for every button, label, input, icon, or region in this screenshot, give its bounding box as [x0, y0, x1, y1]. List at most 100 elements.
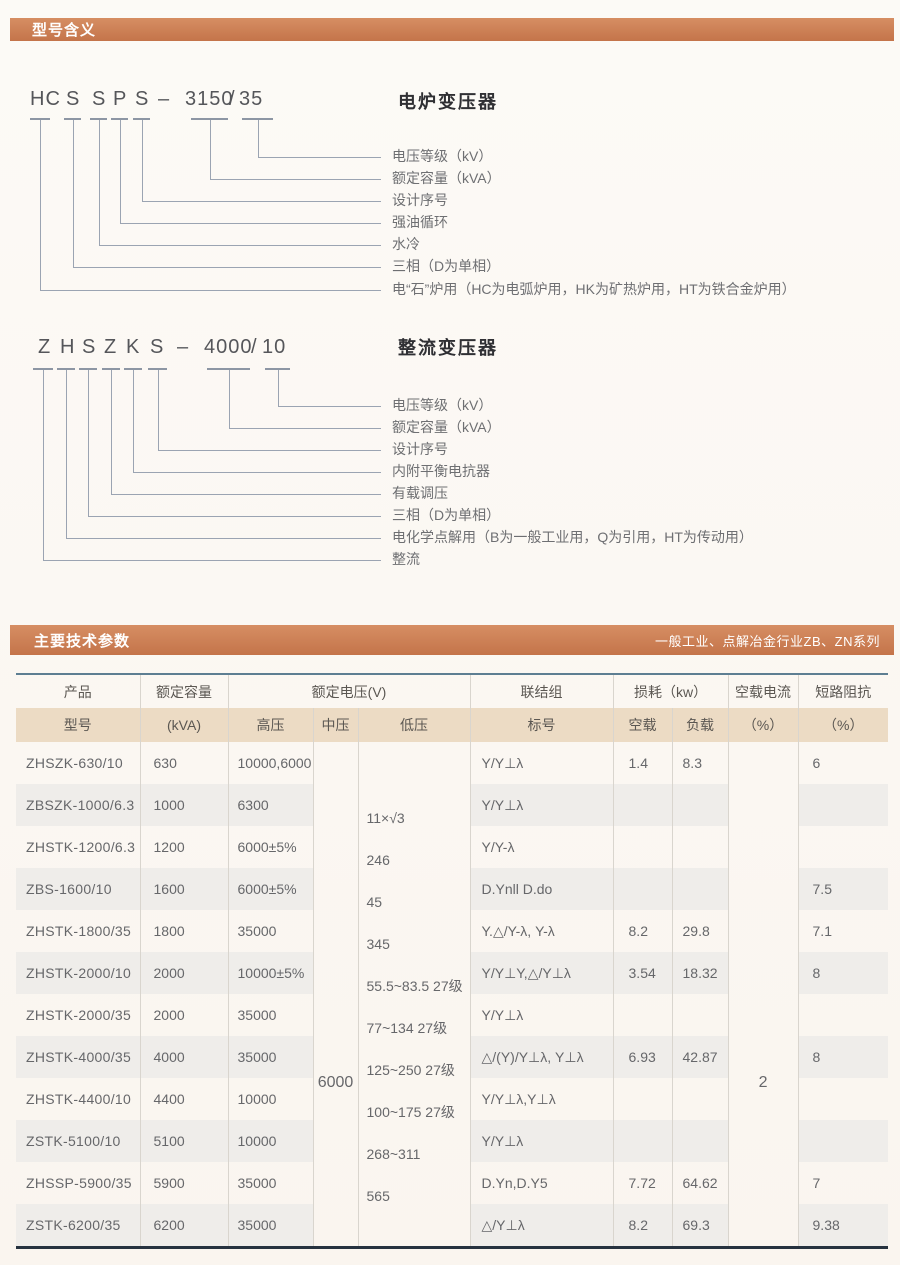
model-code-part: H	[60, 336, 76, 358]
section-bar-main-parameters: 主要技术参数 一般工业、点解冶金行业ZB、ZN系列	[10, 625, 894, 655]
code-meaning-label: 电压等级（kV）	[392, 148, 493, 164]
cell-no-load-loss: 8.2	[613, 910, 673, 952]
cell-impedance: 7	[812, 1175, 821, 1191]
header-impedance: 短路阻抗	[815, 683, 872, 700]
header-voltage: 额定电压(V)	[228, 674, 471, 708]
cell-no-load-loss: 6.93	[613, 1036, 673, 1078]
cell-load-loss	[672, 1120, 729, 1162]
cell-no-load-loss	[613, 994, 673, 1036]
cell-connection-symbol: D.Yn,D.Y5	[470, 1162, 614, 1204]
code-meaning-label: 电“石”炉用（HC为电弧炉用，HK为矿热炉用，HT为铁合金炉用）	[392, 281, 796, 297]
tick-mark	[191, 118, 228, 120]
subheader-percent2: （%）	[798, 708, 889, 742]
tick-mark	[242, 118, 273, 120]
cell-no-load-loss: 1.4	[613, 742, 673, 784]
low-voltage-value: 246	[366, 852, 390, 868]
table-row: ZHSZK-630/10 630 10000,6000 6000 11×√3 246 45 3…	[16, 742, 888, 1248]
cell-kva: 1000	[140, 784, 229, 826]
leader-line	[43, 370, 381, 561]
cell-load-loss	[672, 994, 729, 1036]
cell-no-load-loss: 3.54	[613, 952, 673, 994]
leader-line	[88, 370, 381, 517]
cell-connection-symbol: △/Y⊥λ	[470, 1204, 614, 1248]
subheader-lv: 低压	[358, 708, 471, 742]
cell-no-load-loss	[613, 784, 673, 826]
cell-model: ZHSSP-5900/35	[16, 1162, 141, 1204]
tick-mark	[90, 118, 107, 120]
header-connection: 联结组	[470, 674, 614, 708]
cell-load-loss: 18.32	[672, 952, 729, 994]
model-code-part: HC	[30, 88, 61, 110]
model-code-part: Z	[38, 336, 52, 358]
cell-mid-voltage-merged: 6000	[313, 742, 359, 1248]
cell-load-loss	[672, 868, 729, 910]
cell-no-load-loss: 7.72	[613, 1162, 673, 1204]
cell-load-loss: 8.3	[672, 742, 729, 784]
cell-connection-symbol: Y/Y⊥λ,Y⊥λ	[470, 1078, 614, 1120]
cell-model: ZHSZK-630/10	[16, 742, 141, 784]
subheader-mv: 中压	[313, 708, 359, 742]
model-code-part: 4000	[204, 336, 253, 358]
cell-kva: 5100	[140, 1120, 229, 1162]
low-voltage-value: 125~250 27级	[366, 1062, 455, 1078]
cell-model: ZBS-1600/10	[16, 868, 141, 910]
cell-connection-symbol: Y/Y⊥λ	[470, 994, 614, 1036]
low-voltage-value: 100~175 27级	[366, 1104, 455, 1120]
cell-load-loss	[672, 784, 729, 826]
cell-kva: 2000	[140, 952, 229, 994]
model-code-part: S	[82, 336, 97, 358]
code-meaning-label: 内附平衡电抗器	[392, 463, 490, 479]
cell-load-loss	[672, 826, 729, 868]
table-header-row-1: 产品 额定容量 额定电压(V) 联结组 损耗（kw） 空载电流 短路阻抗	[16, 674, 888, 708]
cell-no-load-loss: 8.2	[613, 1204, 673, 1248]
cell-high-voltage: 35000	[228, 994, 314, 1036]
leader-line	[277, 370, 381, 407]
cell-kva: 1200	[140, 826, 229, 868]
cell-no-load-current-merged: 2	[728, 742, 799, 1248]
cell-high-voltage: 35000	[228, 1036, 314, 1078]
cell-impedance	[798, 826, 888, 868]
subheader-model: 型号	[16, 708, 141, 742]
model-code-part: S	[66, 88, 81, 110]
code-meaning-label: 有载调压	[392, 485, 448, 501]
code-meaning-label: 整流	[392, 551, 420, 567]
cell-impedance: 8	[812, 1049, 821, 1065]
model-code-part: S	[135, 88, 150, 110]
cell-connection-symbol: Y/Y⊥λ	[470, 742, 614, 784]
cell-kva: 5900	[140, 1162, 229, 1204]
header-product: 产品	[16, 674, 141, 708]
subheader-hv: 高压	[228, 708, 314, 742]
code-meaning-label: 额定容量（kVA）	[392, 419, 501, 435]
cell-load-loss	[672, 1078, 729, 1120]
cell-connection-symbol: Y/Y⊥Y,△/Y⊥λ	[470, 952, 614, 994]
cell-connection-symbol: Y/Y-λ	[470, 826, 614, 868]
model-code-part: 10	[262, 336, 287, 358]
low-voltage-value: 45	[366, 894, 383, 910]
model-code-part: S	[92, 88, 107, 110]
tick-mark	[64, 118, 81, 120]
cell-kva: 6200	[140, 1204, 229, 1248]
cell-no-load-loss	[613, 826, 673, 868]
table-row: ZHSTK-2000/35 2000 35000 Y/Y⊥λ	[16, 994, 888, 1036]
subheader-on-load: 负载	[672, 708, 729, 742]
cell-impedance	[798, 1078, 888, 1120]
diagram-title-rectifier-transformer: 整流变压器	[398, 338, 498, 358]
low-voltage-value: 268~311	[366, 1146, 421, 1162]
cell-kva: 1800	[140, 910, 229, 952]
subheader-label: 标号	[470, 708, 614, 742]
table-row: ZHSTK-1200/6.3 1200 6000±5% Y/Y-λ	[16, 826, 888, 868]
cell-kva: 630	[140, 742, 229, 784]
table-header-row-2: 型号 (kVA) 高压 中压 低压 标号 空载 负载 （%） （%）	[16, 708, 889, 742]
cell-high-voltage: 6000±5%	[228, 868, 314, 910]
cell-model: ZHSTK-1200/6.3	[16, 826, 141, 868]
tick-mark	[33, 368, 53, 370]
leader-line	[66, 370, 381, 539]
cell-kva: 2000	[140, 994, 229, 1036]
cell-no-load-loss	[613, 1078, 673, 1120]
tick-mark	[265, 368, 290, 370]
cell-impedance	[798, 994, 888, 1036]
model-code-part: K	[126, 336, 141, 358]
cell-high-voltage: 10000,6000	[228, 742, 314, 784]
leader-line	[157, 370, 381, 451]
